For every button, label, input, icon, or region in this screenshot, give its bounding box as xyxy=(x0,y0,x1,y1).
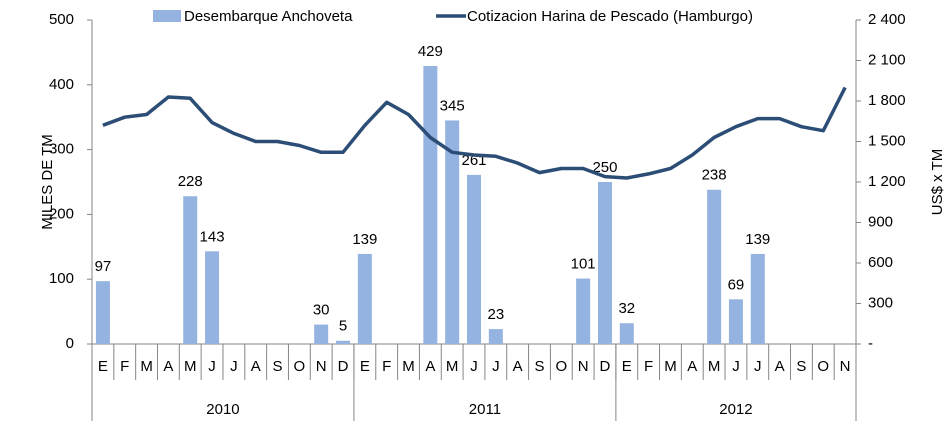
x-tick-label: A xyxy=(513,358,523,375)
bar xyxy=(576,278,591,344)
y-tick-label: 200 xyxy=(49,205,74,222)
x-tick-label: S xyxy=(273,358,283,375)
bar xyxy=(95,281,110,344)
bar xyxy=(183,196,198,344)
x-tick-label: O xyxy=(294,358,306,375)
data-label: 139 xyxy=(745,231,770,248)
x-tick-label: F xyxy=(382,358,391,375)
data-label: 429 xyxy=(418,43,443,60)
x-tick-label: M xyxy=(708,358,721,375)
data-label: 228 xyxy=(178,173,203,190)
y-tick-label: 500 xyxy=(49,11,74,28)
y-tick-label: 400 xyxy=(49,76,74,93)
bar xyxy=(423,66,438,345)
data-label: 23 xyxy=(487,306,504,323)
data-label: 101 xyxy=(571,256,596,273)
data-label: 5 xyxy=(339,318,347,335)
legend-label: Desembarque Anchoveta xyxy=(184,8,353,25)
x-tick-label: S xyxy=(534,358,544,375)
x-tick-label: F xyxy=(120,358,129,375)
x-tick-label: M xyxy=(446,358,459,375)
y2-tick-label: 1 800 xyxy=(868,92,906,109)
bar xyxy=(597,182,612,344)
y-tick-label: 0 xyxy=(66,335,74,352)
y2-tick-label: 600 xyxy=(868,254,893,271)
x-tick-label: J xyxy=(754,358,762,375)
x-tick-label: J xyxy=(230,358,238,375)
bar xyxy=(707,189,722,344)
x-tick-label: N xyxy=(840,358,851,375)
x-tick-label: J xyxy=(732,358,740,375)
bar xyxy=(488,329,503,344)
x-tick-label: S xyxy=(796,358,806,375)
line xyxy=(102,86,847,180)
year-label: 2011 xyxy=(469,401,501,418)
x-tick-label: F xyxy=(644,358,653,375)
x-tick-label: D xyxy=(600,358,611,375)
x-tick-label: E xyxy=(622,358,632,375)
x-tick-label: O xyxy=(817,358,829,375)
x-tick-label: E xyxy=(360,358,370,375)
x-tick-label: M xyxy=(184,358,197,375)
y2-tick-label: 1 500 xyxy=(868,132,906,149)
x-tick-label: A xyxy=(425,358,435,375)
x-tick-label: M xyxy=(140,358,153,375)
x-tick-label: J xyxy=(492,358,500,375)
bar xyxy=(445,120,460,344)
x-tick-label: A xyxy=(163,358,173,375)
x-tick-label: O xyxy=(555,358,567,375)
x-tick-label: N xyxy=(578,358,589,375)
y2-tick-label: 2 100 xyxy=(868,51,906,68)
bar xyxy=(314,324,329,344)
y-tick-label: 100 xyxy=(49,270,74,287)
bar xyxy=(336,340,351,344)
x-tick-label: M xyxy=(664,358,677,375)
bar xyxy=(619,323,634,344)
legend-swatch xyxy=(153,10,181,22)
bar xyxy=(357,253,372,344)
x-tick-label: J xyxy=(208,358,216,375)
y2-tick-label: 2 400 xyxy=(868,11,906,28)
x-tick-label: A xyxy=(775,358,785,375)
data-label: 97 xyxy=(95,258,112,275)
y-axis-label: MILES DE TM xyxy=(39,134,56,230)
x-tick-label: M xyxy=(402,358,415,375)
y2-axis-label: US$ x TM xyxy=(929,149,946,215)
data-label: 139 xyxy=(352,231,377,248)
bar xyxy=(728,299,743,344)
x-tick-label: N xyxy=(316,358,327,375)
legend-label: Cotizacion Harina de Pescado (Hamburgo) xyxy=(467,8,753,25)
x-tick-label: E xyxy=(98,358,108,375)
y2-tick-label: - xyxy=(868,335,873,352)
year-label: 2012 xyxy=(719,401,752,418)
bar xyxy=(205,251,220,344)
data-label: 238 xyxy=(702,167,727,184)
bar xyxy=(750,253,765,344)
data-label: 250 xyxy=(592,159,617,176)
data-label: 345 xyxy=(440,97,465,114)
y2-tick-label: 300 xyxy=(868,294,893,311)
year-label: 2010 xyxy=(206,401,239,418)
y2-tick-label: 1 200 xyxy=(868,173,906,190)
x-tick-label: D xyxy=(338,358,349,375)
data-label: 32 xyxy=(618,300,635,317)
x-tick-label: A xyxy=(687,358,697,375)
y2-tick-label: 900 xyxy=(868,213,893,230)
data-label: 30 xyxy=(313,302,330,319)
bar xyxy=(467,174,481,344)
y-tick-label: 300 xyxy=(49,141,74,158)
data-label: 143 xyxy=(200,228,225,245)
x-tick-label: A xyxy=(251,358,261,375)
data-label: 69 xyxy=(728,276,745,293)
x-tick-label: J xyxy=(470,358,478,375)
